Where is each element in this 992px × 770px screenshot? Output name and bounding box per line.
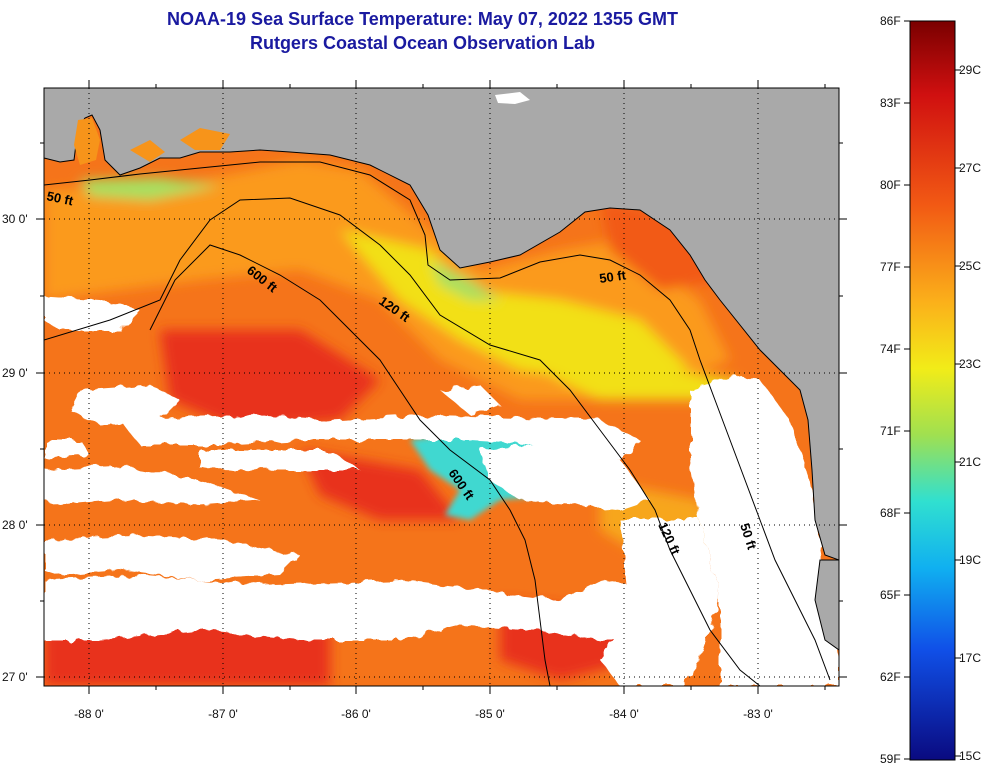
- land: [44, 88, 839, 651]
- contour-label-50ft: 50 ft: [598, 267, 627, 286]
- colorbar-f-label: 86F: [880, 14, 901, 28]
- colorbar-c-label: 21C: [959, 455, 981, 469]
- lon-label: -84 0': [609, 707, 639, 721]
- lon-label: -86 0': [341, 707, 371, 721]
- lat-label: 28 0': [2, 518, 28, 532]
- colorbar-gradient: [909, 20, 956, 761]
- colorbar-c-label: 15C: [959, 749, 981, 763]
- lon-label: -88 0': [74, 707, 104, 721]
- colorbar-f-label: 65F: [880, 588, 901, 602]
- colorbar-ticks: [904, 20, 961, 760]
- lon-label: -83 0': [743, 707, 773, 721]
- lon-label: -85 0': [475, 707, 505, 721]
- cloud-mask: [44, 296, 839, 686]
- lon-ticks: [88, 80, 826, 694]
- lat-ticks: [36, 142, 847, 678]
- sst-map: 50 ft 600 ft 120 ft 50 ft 600 ft 120 ft …: [44, 88, 839, 686]
- map-title: NOAA-19 Sea Surface Temperature: May 07,…: [167, 9, 678, 29]
- colorbar-f-label: 62F: [880, 670, 901, 684]
- colorbar-f-label: 59F: [880, 752, 901, 766]
- map-frame: [43, 87, 840, 687]
- colorbar-f-label: 77F: [880, 260, 901, 274]
- contour-label-50ft: 50 ft: [45, 188, 75, 208]
- colorbar-f-label: 80F: [880, 178, 901, 192]
- colorbar-c-label: 17C: [959, 651, 981, 665]
- map-subtitle: Rutgers Coastal Ocean Observation Lab: [249, 33, 596, 53]
- colorbar-c-label: 19C: [959, 553, 981, 567]
- colorbar: 86F 83F 80F 77F 74F 71F 68F 65F 62F 59F …: [880, 14, 981, 766]
- colorbar-f-label: 83F: [880, 96, 901, 110]
- colorbar-c-label: 29C: [959, 63, 981, 77]
- bathymetry-contours: [44, 161, 831, 686]
- lat-label: 30 0': [2, 212, 28, 226]
- lat-label: 29 0': [2, 366, 28, 380]
- lat-label: 27 0': [2, 670, 28, 684]
- colorbar-f-label: 68F: [880, 506, 901, 520]
- colorbar-c-label: 23C: [959, 357, 981, 371]
- colorbar-c-label: 27C: [959, 161, 981, 175]
- colorbar-f-label: 71F: [880, 424, 901, 438]
- colorbar-c-label: 25C: [959, 259, 981, 273]
- colorbar-f-label: 74F: [880, 342, 901, 356]
- lon-label: -87 0': [208, 707, 238, 721]
